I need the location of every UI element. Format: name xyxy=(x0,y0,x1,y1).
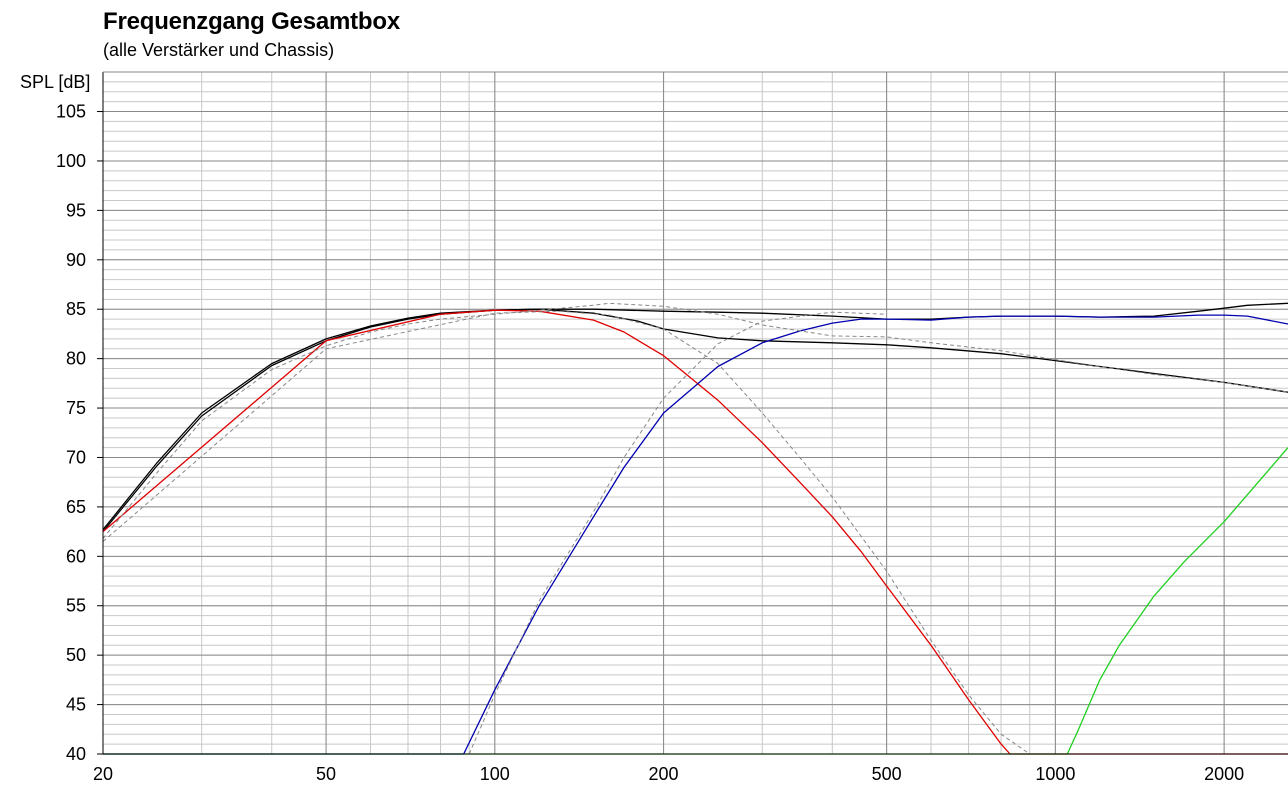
x-tick-label: 100 xyxy=(480,764,510,784)
y-tick-label: 70 xyxy=(66,447,86,467)
series-line-black-1 xyxy=(102,308,1288,533)
minor-grid xyxy=(102,71,1288,755)
y-tick-label: 80 xyxy=(66,349,86,369)
series-line-dashed-6 xyxy=(102,310,1030,755)
y-tick-label: 50 xyxy=(66,645,86,665)
y-axis-label: SPL [dB] xyxy=(20,72,91,92)
x-tick-label: 2000 xyxy=(1204,764,1244,784)
y-tick-label: 60 xyxy=(66,546,86,566)
series-layer xyxy=(102,302,1288,755)
series-line-dashed-5 xyxy=(102,302,1288,539)
x-tick-label: 20 xyxy=(93,764,113,784)
y-tick-label: 40 xyxy=(66,744,86,764)
y-tick-label: 45 xyxy=(66,695,86,715)
axes-layer xyxy=(97,71,1288,755)
y-tick-label: 65 xyxy=(66,497,86,517)
series-line-blue-3 xyxy=(103,314,1288,755)
x-tick-label: 500 xyxy=(872,764,902,784)
x-tick-label: 50 xyxy=(316,764,336,784)
series-line-green-4 xyxy=(103,447,1288,755)
series-line-dashed-7 xyxy=(468,311,887,755)
chart-subtitle: (alle Verstärker und Chassis) xyxy=(103,40,335,60)
tick-labels: 40 45 50 55 60 65 70 75 80 85 90 95 100 105 20 50 100 200… xyxy=(56,102,1244,784)
y-tick-label: 90 xyxy=(66,250,86,270)
chart-title: Frequenzgang Gesamtbox xyxy=(103,8,400,35)
y-tick-label: 95 xyxy=(66,200,86,220)
y-tick-label: 100 xyxy=(56,151,86,171)
y-tick-label: 85 xyxy=(66,299,86,319)
series-line-black-0 xyxy=(102,302,1288,531)
y-tick-label: 105 xyxy=(56,102,86,122)
x-tick-label: 200 xyxy=(649,764,679,784)
y-tick-label: 75 xyxy=(66,398,86,418)
x-tick-label: 1000 xyxy=(1035,764,1075,784)
major-grid xyxy=(102,72,1288,755)
y-tick-label: 55 xyxy=(66,596,86,616)
series-line-red-2 xyxy=(102,309,1288,755)
